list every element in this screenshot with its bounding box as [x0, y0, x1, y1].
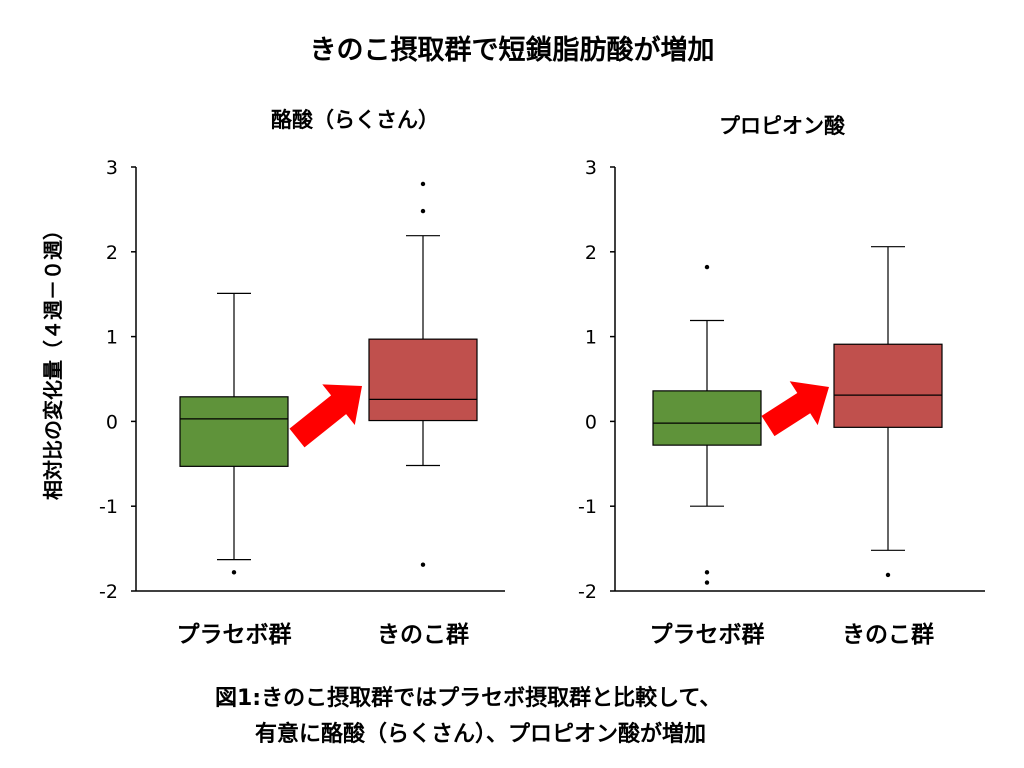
outlier-point: [704, 580, 710, 585]
box-iqr: [833, 343, 943, 428]
y-tick-label: 3: [585, 157, 597, 179]
category-label: きのこ群: [377, 621, 469, 648]
panel-title: プロピオン酸: [719, 114, 846, 138]
figure-title: きのこ摂取群で短鎖脂肪酸が増加: [309, 35, 715, 66]
y-tick-label: -2: [578, 581, 597, 603]
increase-arrow: [761, 381, 829, 437]
outlier-point: [420, 562, 426, 567]
y-tick-label: -2: [99, 581, 118, 603]
y-tick-label: 2: [106, 242, 118, 264]
category-label: きのこ群: [842, 621, 934, 648]
y-tick-label: 0: [106, 411, 118, 433]
box-iqr: [179, 396, 289, 467]
caption-line-2: 有意に酪酸（らくさん）、プロピオン酸が増加: [255, 722, 707, 747]
outlier-point: [420, 208, 426, 214]
category-label: プラセボ群: [177, 621, 292, 648]
y-tick-label: 1: [585, 327, 597, 349]
outlier-point: [704, 264, 710, 270]
y-tick-label: -1: [99, 496, 118, 518]
box-iqr: [368, 338, 478, 422]
chart-panel-1: 酪酸（らくさん） -2 -1 0 1 2 3 プラセボ群 きのこ群: [99, 108, 505, 648]
y-tick-label: 2: [585, 242, 597, 264]
outlier-point: [231, 570, 237, 575]
category-label: プラセボ群: [650, 621, 765, 648]
box-kinoko: [833, 246, 943, 578]
outlier-point: [885, 572, 891, 578]
caption-line-1: 図1:きのこ摂取群ではプラセボ摂取群と比較して、: [215, 686, 722, 711]
y-tick-label: 1: [106, 327, 118, 349]
box-placebo: [179, 292, 289, 575]
y-tick-label: 3: [106, 157, 118, 179]
y-tick-label: 0: [585, 411, 597, 433]
box-kinoko: [368, 181, 478, 567]
box-iqr: [652, 390, 762, 446]
box-placebo: [652, 264, 762, 585]
y-tick-label: -1: [578, 496, 597, 518]
outlier-point: [420, 181, 426, 187]
outlier-point: [704, 570, 710, 575]
panel-title: 酪酸（らくさん）: [271, 108, 439, 132]
increase-arrow: [289, 384, 362, 448]
chart-panel-2: プロピオン酸 -2 -1 0 1 2 3 プラセボ群 きのこ群: [578, 114, 985, 648]
